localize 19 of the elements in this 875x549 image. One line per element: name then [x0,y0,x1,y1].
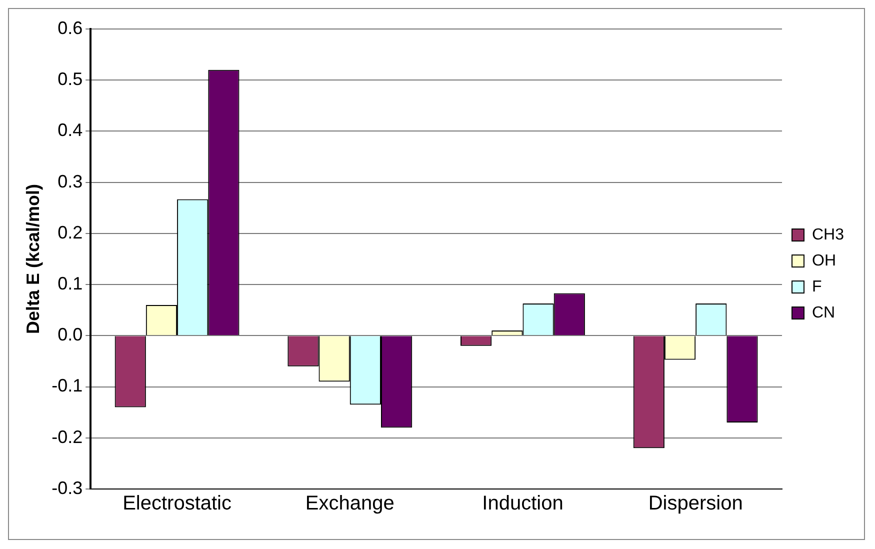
y-tick-label: 0.6 [58,18,83,38]
y-axis-title: Delta E (kcal/mol) [22,184,43,334]
legend-label: CH3 [812,226,844,244]
y-tick-label: 0.3 [58,171,83,192]
x-tick-label: Exchange [305,492,394,515]
y-tick-label: 0.5 [58,69,83,90]
x-tick-label: Induction [482,492,564,515]
y-tick-label: 0.0 [58,324,83,345]
y-tick-label: 0.1 [58,274,83,294]
x-tick-label: Dispersion [648,492,743,515]
y-tick-label: 0.2 [58,222,83,242]
legend-label: CN [812,304,836,322]
y-tick-label: -0.2 [52,426,83,447]
y-tick-label: -0.3 [52,478,83,498]
y-tick-label: -0.1 [52,376,83,396]
y-tick-label: 0.4 [58,120,83,140]
x-tick-label: Electrostatic [122,492,232,515]
legend-label: OH [812,252,836,270]
legend-label: F [812,278,822,296]
